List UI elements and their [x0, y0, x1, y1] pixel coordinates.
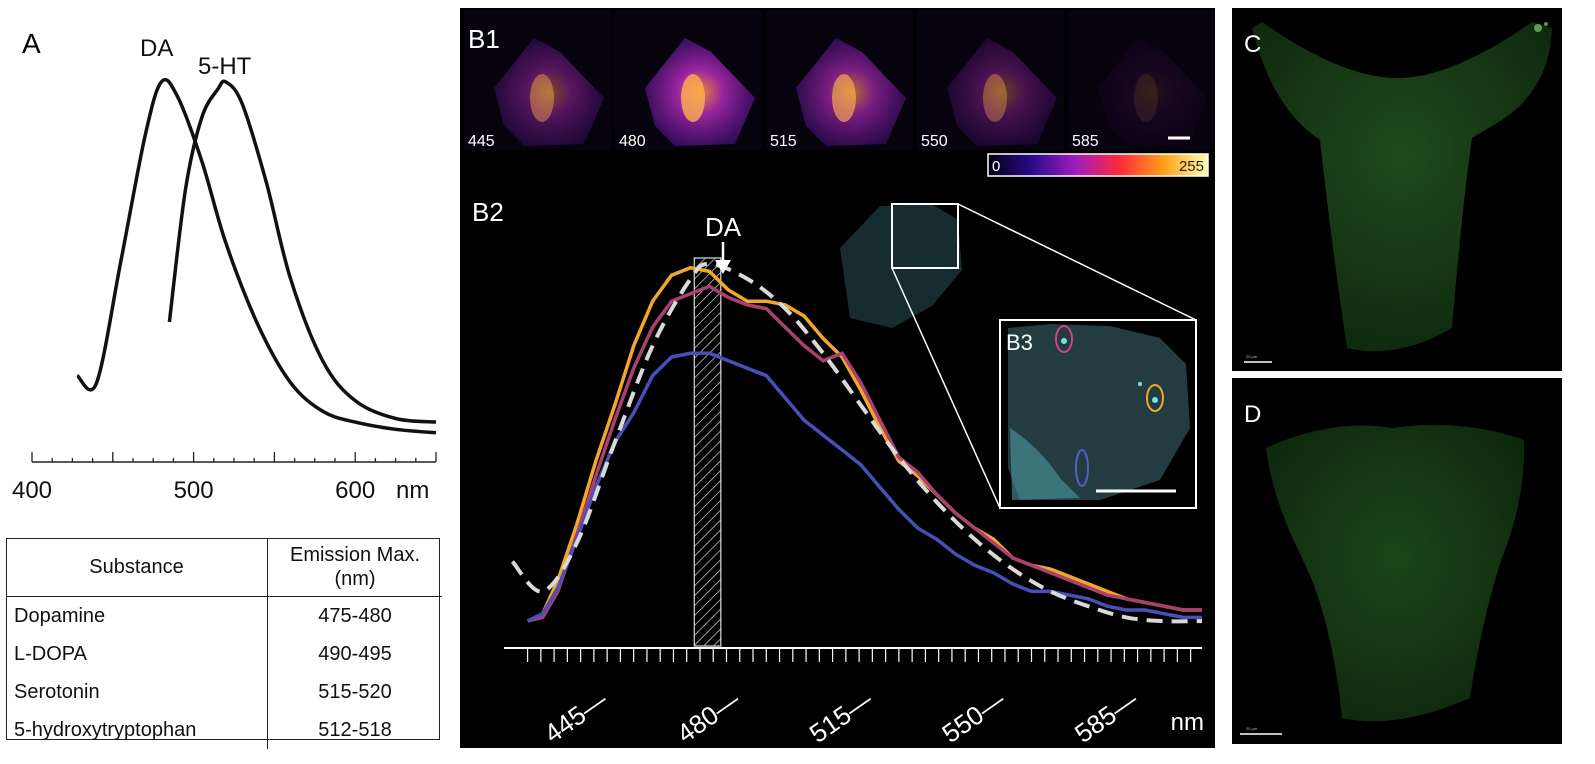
magenta-roi-curve: [527, 284, 1202, 623]
scale-text-c: 20 µm: [1246, 354, 1258, 359]
emission-cell: 490-495: [267, 635, 442, 673]
tissue-overview-image: [840, 204, 962, 328]
x-tick-label: 500: [174, 477, 214, 504]
da-emission-curve: [75, 77, 437, 435]
emission-spectra-chart: 400 500 600 nm DA 5-HT: [12, 35, 437, 504]
thumbnail-wavelength-label: 445: [468, 133, 495, 150]
b1-thumbnail-strip: 445 480 515 550 585: [464, 10, 1215, 150]
orange-roi-curve: [526, 265, 1202, 623]
b2-x-unit: nm: [1171, 709, 1204, 736]
thumbnail-highlight: [983, 74, 1007, 122]
thumbnail-tissue: [947, 38, 1057, 146]
panel-c: C 20 µm: [1232, 8, 1562, 371]
panel-letter-b2: B2: [472, 197, 504, 227]
table-row: 5-hydroxytryptophan 512-518: [6, 711, 442, 749]
x-axis-unit: nm: [396, 477, 429, 504]
intensity-colorbar: [987, 153, 1209, 177]
roi-magenta: [1055, 325, 1073, 353]
embryo-body-d: [1266, 424, 1525, 722]
colorbar-min-label: 0: [992, 158, 1000, 175]
b2-x-tick-label: 550—: [936, 684, 1010, 748]
spectral-imaging-figure: 445 480 515 550 585 0 255 B1 B2 B3 445— 480—: [464, 10, 1215, 749]
da-marker-label: DA: [705, 212, 742, 242]
table-row: Dopamine 475-480: [6, 596, 442, 635]
serotonin-curve-label: 5-HT: [198, 53, 252, 80]
embryo-image-c: C 20 µm: [1244, 22, 1552, 363]
emission-cell: 475-480: [267, 596, 442, 635]
panel-a: A 400 500 600 nm DA 5-HT Substance Emission M…: [0, 0, 460, 764]
da-highlight-band: [693, 257, 722, 647]
b2-x-tick-label: 480—: [671, 684, 745, 748]
emission-cell: 512-518: [267, 711, 442, 749]
substance-cell: Serotonin: [14, 680, 100, 703]
zoom-connector-line: [891, 267, 1001, 509]
zoom-region-box: [891, 203, 959, 269]
embryo-body-c: [1252, 22, 1552, 352]
substance-cell: Dopamine: [14, 604, 106, 627]
x-tick-label: 400: [12, 477, 52, 504]
panel-letter-d: D: [1244, 401, 1261, 428]
thumbnail-highlight: [832, 74, 856, 122]
scale-text-d: 20 µm: [1246, 726, 1258, 731]
table-row: L-DOPA 490-495: [6, 635, 442, 673]
panel-letter-b3: B3: [1006, 330, 1033, 355]
table-header-row: Substance Emission Max. (nm): [6, 538, 442, 597]
thumbnail-tissue: [494, 38, 604, 146]
b2-x-tick-label: 515—: [804, 684, 878, 748]
substance-cell: 5-hydroxytryptophan: [14, 718, 197, 741]
thumbnail-tissue: [1098, 38, 1208, 146]
zoom-connector-line: [957, 203, 1197, 321]
b2-x-tick-label: 585—: [1069, 684, 1143, 748]
panel-b: 445 480 515 550 585 0 255 B1 B2 B3 445— 480—: [460, 8, 1215, 749]
roi-orange: [1146, 384, 1164, 412]
blue-roi-curve: [526, 351, 1202, 623]
panel-letter-c: C: [1244, 31, 1261, 58]
table-row: Serotonin 515-520: [6, 673, 442, 711]
thumbnail-wavelength-label: 585: [1072, 133, 1099, 150]
substance-cell: L-DOPA: [14, 642, 87, 665]
header-substance: Substance: [6, 538, 268, 597]
thumbnail-highlight: [681, 74, 705, 122]
emission-cell: 515-520: [267, 673, 442, 711]
substance-table: Substance Emission Max. (nm) Dopamine 47…: [6, 538, 442, 749]
thumbnail-wavelength-label: 515: [770, 133, 797, 150]
da-arrowhead-icon: [715, 260, 731, 274]
panel-letter-a: A: [22, 28, 41, 59]
da-curve-label: DA: [140, 35, 173, 62]
thumbnail-highlight: [530, 74, 554, 122]
thumbnail-wavelength-label: 480: [619, 133, 646, 150]
thumbnail-wavelength-label: 550: [921, 133, 948, 150]
b2-x-tick-label: 445—: [539, 684, 613, 748]
panel-letter-b1: B1: [468, 24, 500, 54]
embryo-image-d: D 20 µm: [1240, 401, 1525, 735]
serotonin-emission-curve: [167, 79, 437, 424]
header-emission: Emission Max. (nm): [267, 538, 442, 597]
b3-inset: B3: [999, 319, 1197, 509]
panel-d: D 20 µm: [1232, 378, 1562, 744]
roi-blue: [1075, 449, 1089, 487]
da-reference-curve: [510, 261, 1203, 624]
colorbar-max-label: 255: [1179, 158, 1204, 175]
x-tick-label: 600: [335, 477, 375, 504]
thumbnail-highlight: [1134, 74, 1158, 122]
